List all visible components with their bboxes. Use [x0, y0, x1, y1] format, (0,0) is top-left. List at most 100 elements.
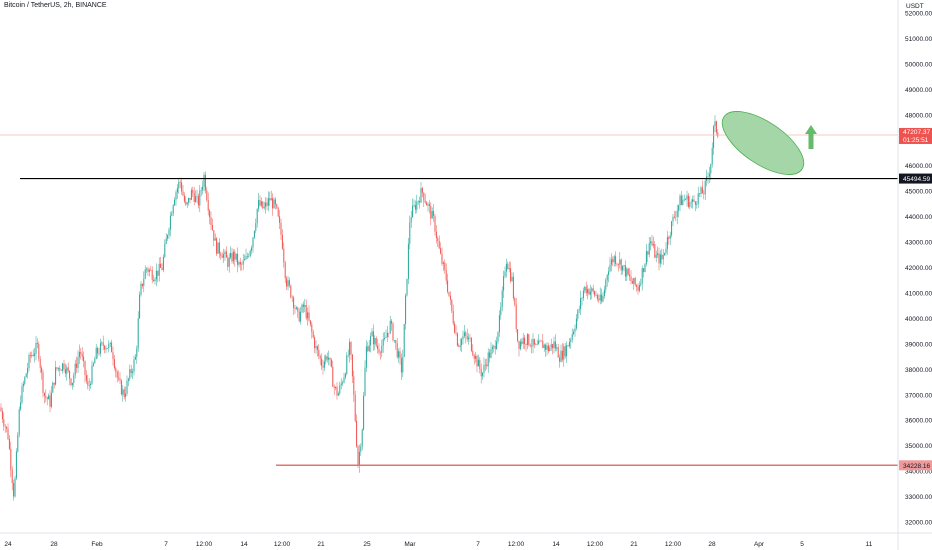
- resistance-label: 45494.59: [903, 176, 930, 183]
- candle-body: [210, 217, 212, 225]
- candle-body: [528, 334, 530, 345]
- candle-body: [69, 370, 71, 379]
- candle-body: [449, 295, 451, 300]
- plot-area[interactable]: [0, 0, 898, 533]
- candle-body: [437, 237, 439, 241]
- candle-body: [76, 363, 78, 368]
- up-arrow-icon[interactable]: [805, 125, 817, 149]
- candle-body: [97, 347, 99, 354]
- candle-body: [116, 371, 118, 378]
- y-tick-label: 39000.00: [905, 341, 932, 348]
- candle-body: [517, 329, 519, 342]
- current-price-label: 47207.37: [903, 129, 930, 136]
- candle-body: [176, 188, 178, 193]
- candle-body: [213, 230, 215, 241]
- candle-body: [463, 332, 465, 337]
- candle-body: [391, 320, 393, 324]
- candle-body: [356, 420, 358, 447]
- y-tick-label: 51000.00: [905, 36, 932, 43]
- x-tick-label: 12:00: [665, 541, 682, 548]
- candle-body: [455, 332, 457, 334]
- candle-body: [554, 341, 556, 349]
- candle-body: [46, 397, 48, 400]
- candle-body: [689, 202, 691, 207]
- candle-body: [319, 356, 321, 359]
- candle-body: [339, 385, 341, 394]
- candle-body: [438, 240, 440, 249]
- candle-body: [546, 345, 548, 350]
- candle-body: [693, 199, 695, 202]
- candle-body: [461, 339, 463, 346]
- candle-body: [3, 419, 5, 427]
- candle-body: [486, 364, 488, 367]
- candle-body: [505, 263, 507, 272]
- candle-body: [682, 199, 684, 206]
- candle-body: [181, 182, 183, 192]
- candle-body: [311, 324, 313, 332]
- candle-body: [330, 359, 332, 367]
- candle-body: [175, 192, 177, 200]
- candle-body: [31, 354, 33, 357]
- candle-body: [108, 343, 110, 349]
- candle-body: [326, 356, 328, 360]
- candle-body: [514, 298, 516, 305]
- candle-body: [322, 365, 324, 368]
- candle-body: [122, 389, 124, 395]
- price-axis[interactable]: 32000.00 33000.00 34000.00 35000.00 36000.00…: [905, 11, 932, 527]
- candle-body: [587, 289, 589, 294]
- candle-body: [388, 332, 390, 334]
- candle-body: [690, 202, 692, 203]
- candle-body: [498, 315, 500, 333]
- candle-body: [258, 200, 260, 209]
- candle-body: [707, 176, 709, 178]
- candle-body: [80, 351, 82, 355]
- candle-body: [357, 446, 359, 466]
- candle-body: [403, 324, 405, 357]
- candle-body: [256, 208, 258, 224]
- candle-body: [90, 383, 92, 386]
- x-tick-label: Apr: [754, 541, 765, 548]
- candle-body: [651, 241, 653, 246]
- time-axis[interactable]: 24 28 Feb 7 12:00 14 12:00 21 25 Mar 7 12:00 14 12:00…: [4, 541, 872, 548]
- up-arrow-shaft: [808, 132, 814, 149]
- candle-body: [286, 278, 288, 287]
- candle-body: [43, 392, 45, 397]
- candle-body: [539, 340, 541, 342]
- candle-body: [253, 230, 255, 238]
- candle-body: [545, 344, 547, 350]
- candle-body: [350, 342, 352, 355]
- candle-body: [1, 411, 3, 420]
- candle-body: [713, 126, 715, 149]
- candle-body: [347, 355, 349, 356]
- candle-body: [633, 278, 635, 284]
- candle-body: [252, 237, 254, 248]
- candle-body: [381, 345, 383, 354]
- candle-body: [645, 251, 647, 264]
- candle-body: [133, 359, 135, 372]
- candle-body: [179, 181, 181, 183]
- candle-body: [349, 342, 351, 356]
- candle-body: [489, 352, 491, 358]
- y-tick-label: 40000.00: [905, 316, 932, 323]
- candle-body: [94, 359, 96, 364]
- candle-body: [510, 268, 512, 281]
- candle-body: [284, 262, 286, 279]
- candle-body: [382, 338, 384, 346]
- candle-body: [20, 402, 22, 410]
- candle-body: [405, 295, 407, 325]
- candle-body: [365, 346, 367, 368]
- candle-body: [519, 341, 521, 349]
- candle-body: [638, 284, 640, 291]
- candle-body: [406, 278, 408, 296]
- candle-body: [435, 231, 437, 238]
- candle-body: [637, 286, 639, 291]
- candle-body: [45, 396, 47, 398]
- candle-body: [521, 341, 523, 344]
- candle-body: [605, 280, 607, 290]
- target-ellipse[interactable]: [712, 99, 813, 186]
- candle-body: [10, 448, 12, 470]
- candle-body: [146, 268, 148, 270]
- candle-body: [442, 262, 444, 264]
- candle-body: [426, 202, 428, 206]
